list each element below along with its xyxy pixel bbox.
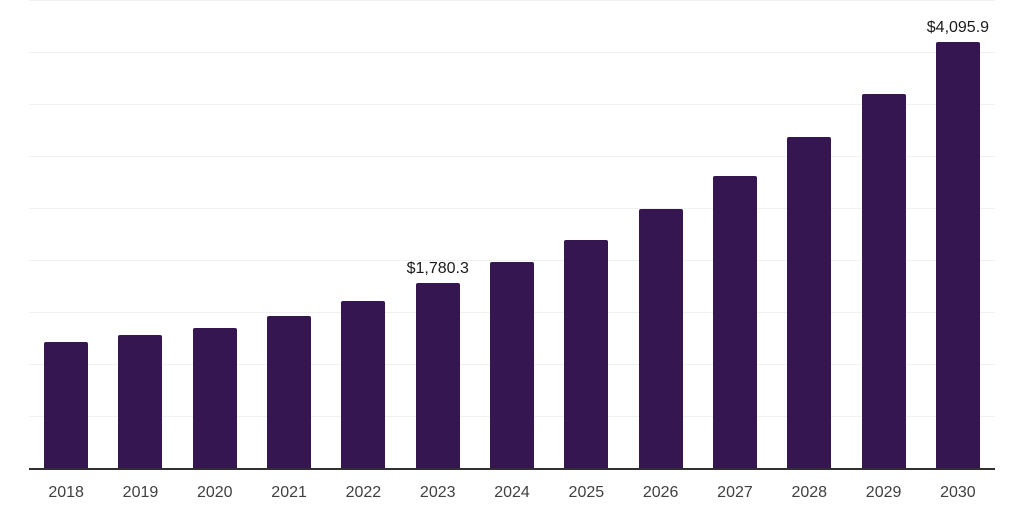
x-axis: 2018 2019 2020 2021 2022 2023 2024 2025 2026 2027…	[29, 483, 995, 503]
x-tick-label-2024: 2024	[494, 484, 530, 501]
x-tick-label-2030: 2030	[940, 484, 976, 501]
x-tick-label-2026: 2026	[642, 484, 679, 501]
bar-2024	[490, 261, 535, 468]
gridline	[29, 104, 995, 105]
bar-2025	[564, 240, 609, 468]
bar-2021	[267, 316, 312, 468]
bar-2027	[712, 176, 757, 468]
bar-group-2026	[624, 0, 698, 468]
bar-group-2021	[252, 0, 326, 468]
bar-group-2018	[29, 0, 103, 468]
bar-2023	[415, 282, 460, 468]
bar-group-2030: $4,095.9	[921, 0, 995, 468]
bar-group-2028	[772, 0, 846, 468]
bar-2020	[192, 328, 237, 468]
x-tick-label-2018: 2018	[48, 484, 84, 501]
bar-2026	[638, 209, 683, 468]
gridline	[29, 0, 995, 1]
bar-2029	[861, 93, 906, 468]
x-tick-label-2022: 2022	[345, 484, 382, 501]
x-tick-label-2027: 2027	[717, 484, 753, 501]
x-tick-label-2023: 2023	[419, 484, 456, 501]
gridline	[29, 52, 995, 54]
bar-series: $1,780.3 $4,095.9	[29, 0, 995, 468]
bar-value-label-2030: $4,095.9	[926, 19, 990, 37]
bar-group-2024	[475, 0, 549, 468]
bar-group-2020	[178, 0, 252, 468]
gridline	[29, 208, 995, 209]
bar-value-label-2023: $1,780.3	[406, 259, 469, 277]
bar-group-2029	[846, 0, 920, 468]
x-tick-label-2029: 2029	[865, 484, 902, 501]
bar-group-2019	[103, 0, 177, 468]
x-tick-label-2020: 2020	[196, 484, 233, 501]
bar-2030	[935, 42, 980, 468]
gridline	[29, 156, 995, 158]
bar-2028	[787, 137, 832, 468]
bar-group-2025	[549, 0, 623, 468]
bar-2019	[118, 335, 163, 468]
bar-group-2023: $1,780.3	[401, 0, 475, 468]
bar-2022	[341, 300, 386, 468]
bar-group-2022	[326, 0, 400, 468]
x-tick-label-2019: 2019	[122, 484, 159, 501]
x-tick-label-2021: 2021	[271, 484, 307, 501]
bar-group-2027	[698, 0, 772, 468]
gridline	[29, 260, 995, 262]
x-tick-label-2025: 2025	[568, 484, 605, 501]
plot-area: $1,780.3 $4,095.9	[29, 0, 995, 470]
x-tick-label-2028: 2028	[791, 484, 828, 501]
bar-2018	[44, 342, 89, 468]
